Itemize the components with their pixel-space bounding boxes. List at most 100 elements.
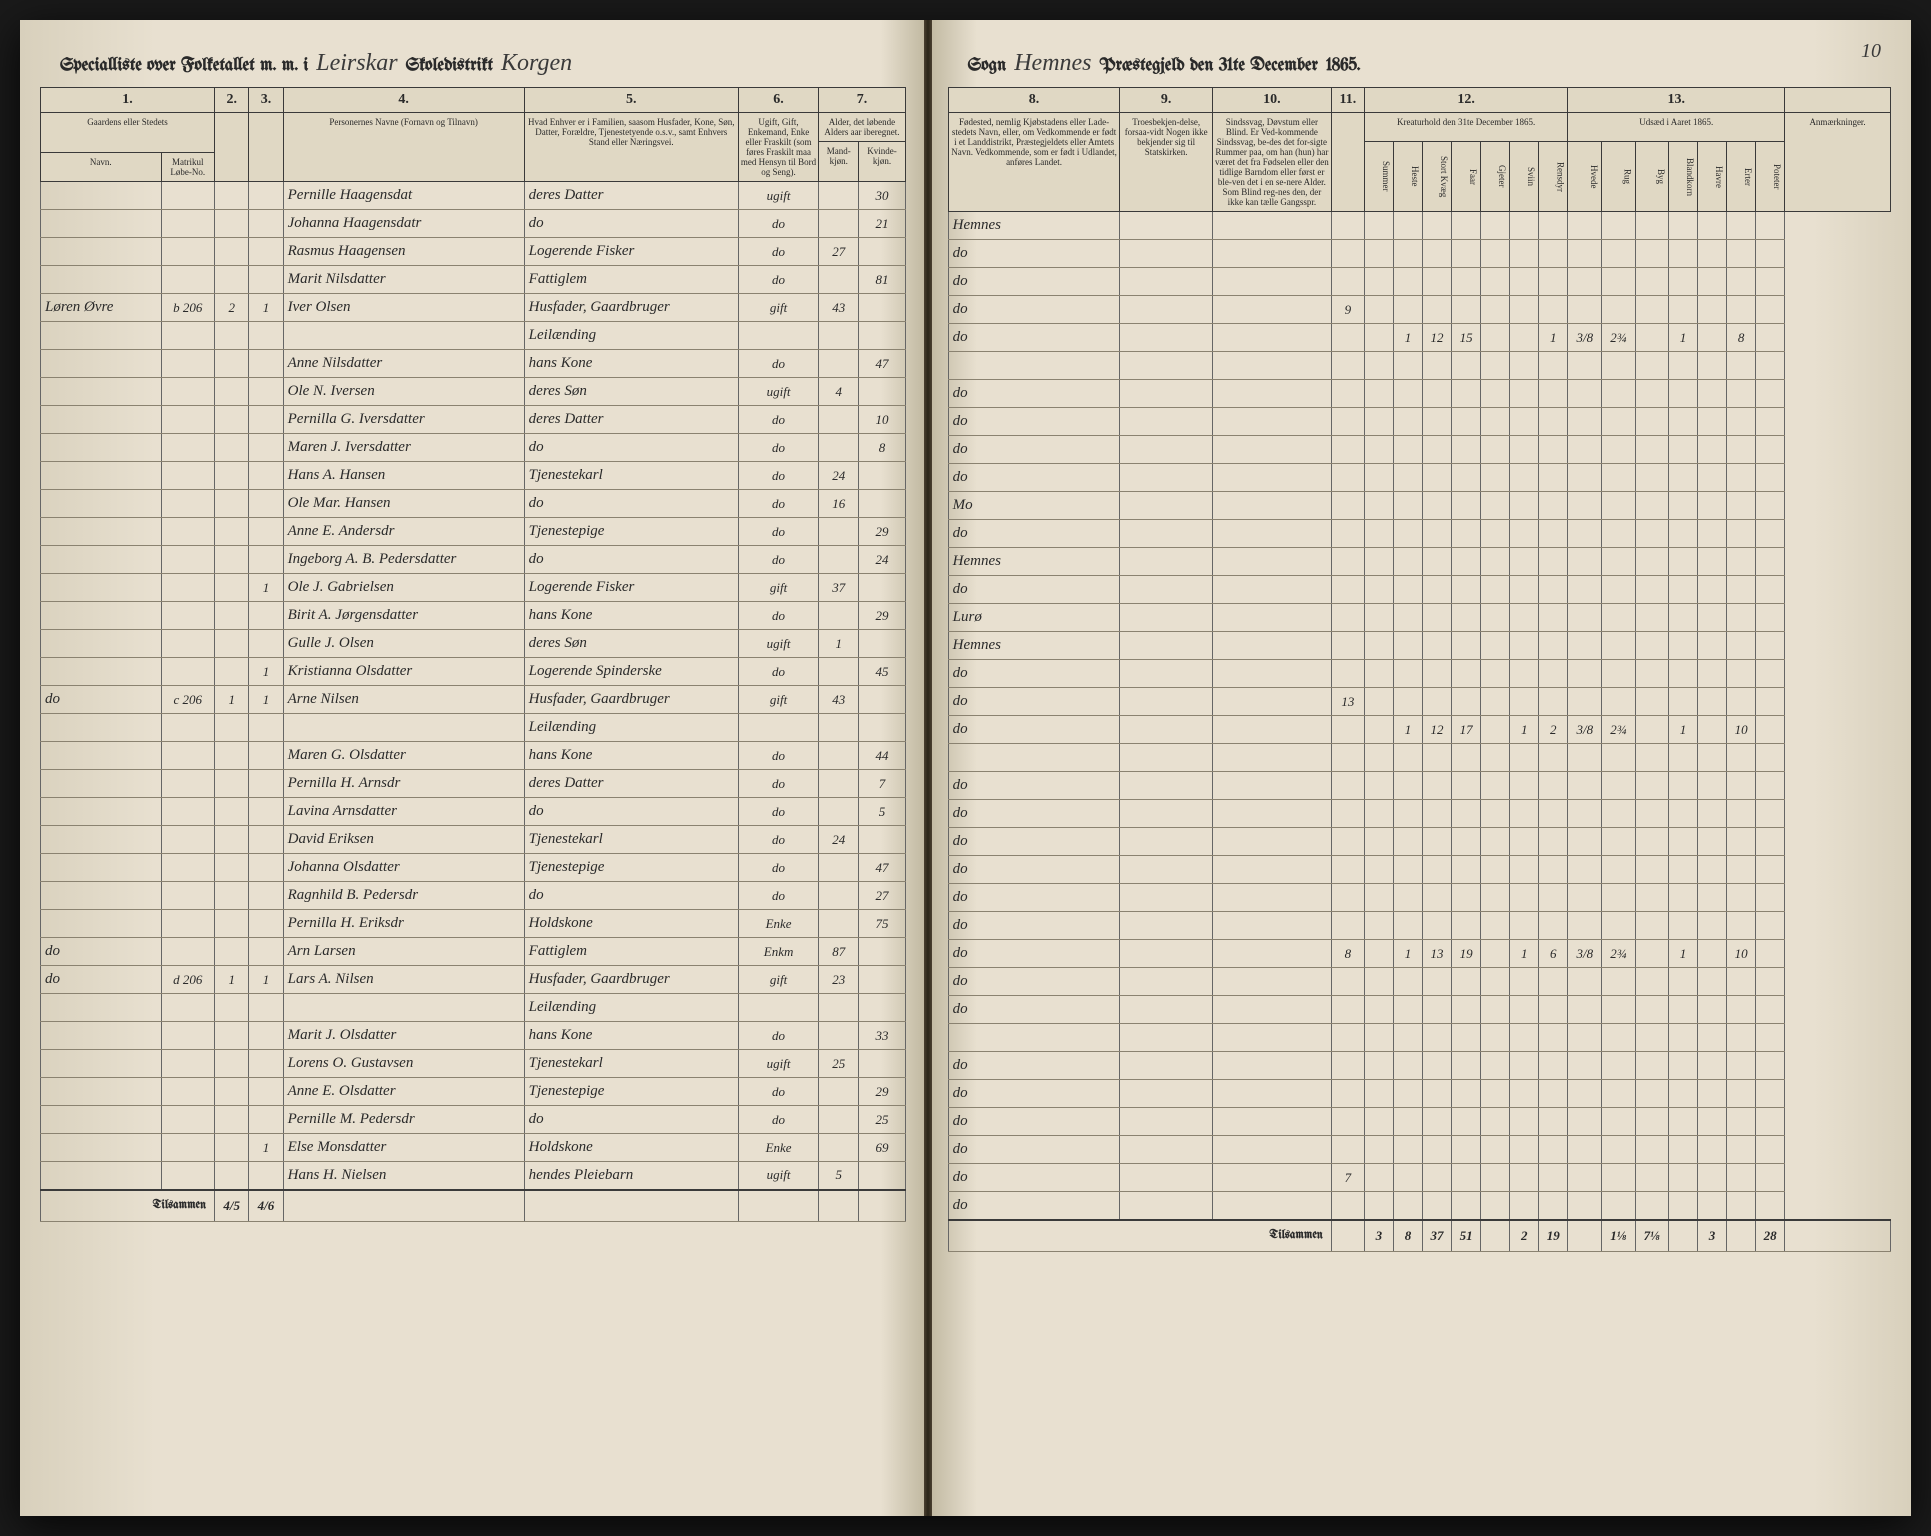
c13-1 [1602, 464, 1635, 492]
mno-cell [161, 602, 215, 630]
gaard-cell: do [41, 686, 162, 714]
p2-cell [215, 462, 249, 490]
c13-1 [1602, 1136, 1635, 1164]
age-k-cell [859, 238, 905, 266]
c12-3 [1481, 1052, 1510, 1080]
c13-0 [1568, 268, 1602, 296]
age-k-cell [859, 322, 905, 350]
mno-cell [161, 826, 215, 854]
district-name: Leirskar [316, 50, 397, 77]
c12-2 [1452, 436, 1481, 464]
role-cell: Logerende Spinderske [524, 658, 738, 686]
table-row: doc 20611Arne NilsenHusfader, Gaardbruge… [41, 686, 906, 714]
p3-cell: 1 [249, 294, 283, 322]
c12-2 [1452, 688, 1481, 716]
c13-5 [1727, 352, 1756, 380]
birth-cell: Hemnes [948, 212, 1120, 240]
c13-2 [1635, 1192, 1668, 1220]
role-cell: Husfader, Gaardbruger [524, 686, 738, 714]
c13-0 [1568, 884, 1602, 912]
gaard-cell [41, 210, 162, 238]
c12-3 [1481, 940, 1510, 968]
name-cell: Marit Nilsdatter [283, 266, 524, 294]
name-cell [283, 714, 524, 742]
c12-1 [1422, 1024, 1451, 1052]
c13-0 [1568, 464, 1602, 492]
c12-4 [1510, 436, 1539, 464]
disability-cell [1212, 884, 1331, 912]
mno-cell [161, 1134, 215, 1162]
c11-cell: 7 [1331, 1164, 1364, 1192]
c13-4 [1697, 268, 1726, 296]
c12-0 [1393, 268, 1422, 296]
c13-1 [1602, 352, 1635, 380]
name-cell: Kristianna Olsdatter [283, 658, 524, 686]
c12-0 [1393, 604, 1422, 632]
c13-5 [1727, 520, 1756, 548]
age-k-cell [859, 994, 905, 1022]
c13-5 [1727, 1052, 1756, 1080]
c13-5 [1727, 240, 1756, 268]
table-row: Birit A. Jørgensdatterhans Konedo29 [41, 602, 906, 630]
status-cell: do [738, 238, 818, 266]
role-cell: hans Kone [524, 1022, 738, 1050]
role-cell: do [524, 546, 738, 574]
c12-3 [1481, 212, 1510, 240]
c12-2 [1452, 744, 1481, 772]
birth-cell: do [948, 1164, 1120, 1192]
birth-cell: do [948, 520, 1120, 548]
name-cell: Anne E. Andersdr [283, 518, 524, 546]
c13-4 [1697, 576, 1726, 604]
status-cell: ugift [738, 1050, 818, 1078]
c12-5: 2 [1539, 716, 1568, 744]
role-cell: Leilænding [524, 714, 738, 742]
role-cell: Husfader, Gaardbruger [524, 966, 738, 994]
faith-cell [1120, 940, 1212, 968]
table-row: Anne Nilsdatterhans Konedo47 [41, 350, 906, 378]
c12-3 [1481, 632, 1510, 660]
birth-cell: Hemnes [948, 632, 1120, 660]
faith-cell [1120, 464, 1212, 492]
sub13-4: Havre [1697, 142, 1726, 212]
c13-2 [1635, 716, 1668, 744]
c12-5 [1539, 408, 1568, 436]
faith-cell [1120, 408, 1212, 436]
c13-4 [1697, 716, 1726, 744]
table-row: do [948, 408, 1890, 436]
table-row: do [948, 968, 1890, 996]
status-cell: ugift [738, 630, 818, 658]
c12-1 [1422, 296, 1451, 324]
c11-cell [1331, 1192, 1364, 1220]
sub13-0: Hvede [1568, 142, 1602, 212]
mno-cell [161, 266, 215, 294]
c12-1 [1422, 408, 1451, 436]
mno-cell [161, 854, 215, 882]
age-k-cell [859, 490, 905, 518]
table-row: do11217123/82¾110 [948, 716, 1890, 744]
c12-1 [1422, 660, 1451, 688]
faith-cell [1120, 856, 1212, 884]
c12-3 [1481, 716, 1510, 744]
c12-0 [1393, 436, 1422, 464]
c13-4 [1697, 492, 1726, 520]
disability-cell [1212, 408, 1331, 436]
name-cell: Ragnhild B. Pedersdr [283, 882, 524, 910]
c12-1 [1422, 212, 1451, 240]
c13-3 [1668, 604, 1697, 632]
name-cell: Ole J. Gabrielsen [283, 574, 524, 602]
c12-5 [1539, 520, 1568, 548]
table-row: Ole N. Iversenderes Sønugift4 [41, 378, 906, 406]
h7: Alder, det løbende Alders aar iberegnet. [819, 113, 905, 142]
c13-0 [1568, 436, 1602, 464]
c12-0 [1393, 1024, 1422, 1052]
c12-5 [1539, 296, 1568, 324]
c13-0 [1568, 744, 1602, 772]
status-cell: do [738, 546, 818, 574]
sub13-6: Poteter [1756, 142, 1785, 212]
c12-4 [1510, 296, 1539, 324]
c13-5 [1727, 1164, 1756, 1192]
age-k-cell: 27 [859, 882, 905, 910]
c12-2 [1452, 856, 1481, 884]
gaard-cell [41, 182, 162, 210]
sogn-label: Sogn [968, 56, 1007, 75]
